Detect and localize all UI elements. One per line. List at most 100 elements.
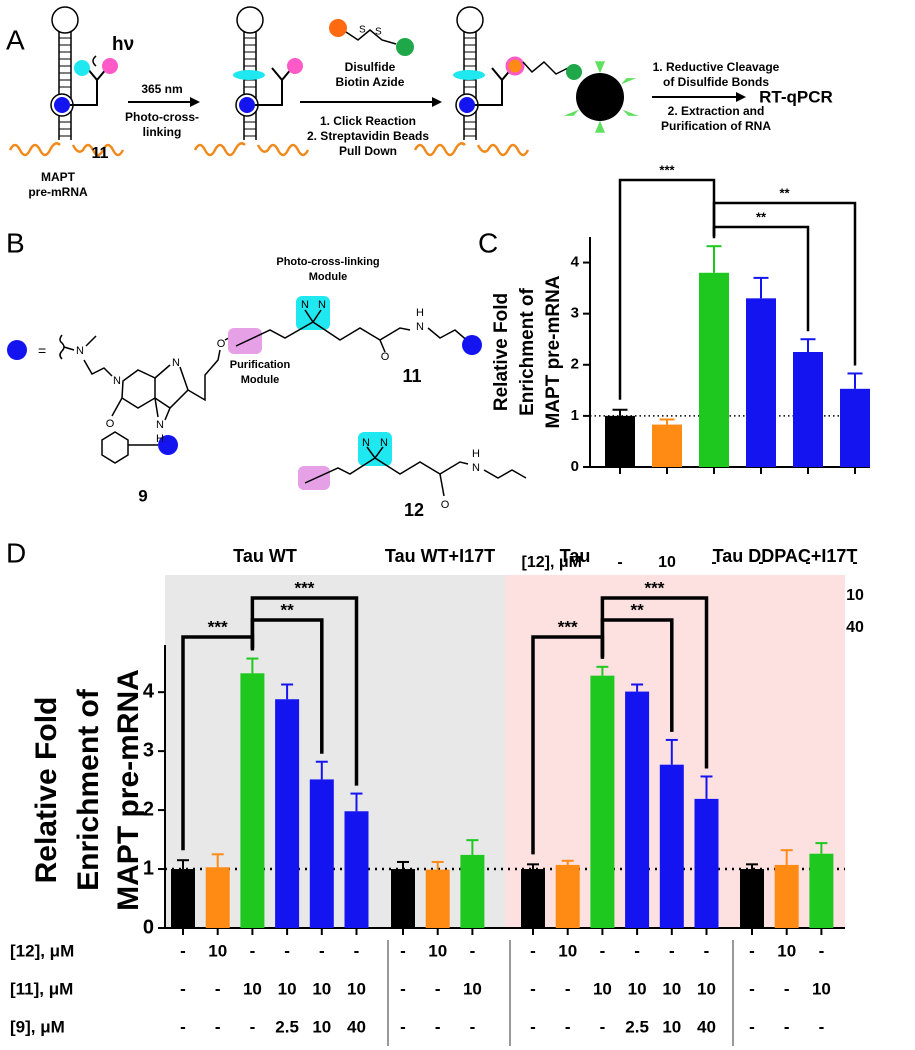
y-tick-label: 0 [571, 458, 579, 475]
atom-label: N [301, 299, 309, 311]
condition-value: 10 [558, 941, 577, 960]
bar [840, 388, 870, 467]
bar [555, 864, 580, 928]
condition-value: - [565, 979, 571, 998]
significance-label: ** [630, 600, 644, 619]
bond [111, 397, 123, 417]
step-label: Photo-cross- [125, 110, 199, 124]
panel-letter: A [6, 24, 25, 55]
y-tick-label: 3 [143, 739, 154, 761]
group-label: Tau [560, 546, 591, 566]
bar [740, 869, 764, 928]
photo-box [296, 296, 330, 330]
step-label: 365 nm [141, 82, 182, 96]
significance-bracket [712, 201, 857, 366]
condition-value: 10 [777, 941, 796, 960]
panel-letter: B [6, 227, 25, 258]
condition-value: - [704, 941, 710, 960]
step-label: Pull Down [339, 144, 397, 158]
condition-value: - [634, 941, 640, 960]
ligand-dot [462, 335, 482, 355]
atom-label: H [416, 307, 424, 319]
condition-value: 10 [846, 587, 864, 604]
condition-value: 10 [278, 979, 297, 998]
atom-label: N [416, 321, 424, 333]
y-tick-label: 0 [143, 916, 154, 938]
significance-label: *** [295, 578, 315, 597]
significance-label: ** [280, 600, 294, 619]
step-label: linking [143, 125, 182, 139]
equals: = [38, 343, 46, 359]
significance-label: *** [558, 617, 578, 636]
rna-tail [413, 142, 466, 157]
condition-value: - [435, 1017, 441, 1036]
condition-value: - [530, 1017, 536, 1036]
reagent-icon [329, 19, 347, 37]
rna-tail [256, 143, 310, 157]
y-axis-title: MAPT pre-mRNA [112, 669, 145, 911]
bond [304, 457, 469, 484]
condition-value: - [180, 1017, 186, 1036]
condition-value: 10 [463, 979, 482, 998]
condition-value: 10 [662, 979, 681, 998]
alkyne [505, 56, 525, 76]
bond [235, 321, 411, 347]
bond [439, 473, 445, 497]
streptavidin [595, 61, 605, 74]
condition-value: 10 [208, 941, 227, 960]
significance-bracket [250, 596, 359, 786]
compound-label: 11 [402, 366, 421, 386]
ligand-dot [54, 97, 70, 113]
condition-value: - [600, 1017, 606, 1036]
linker [70, 67, 98, 106]
condition-value: - [400, 979, 406, 998]
y-axis-title: Relative Fold [30, 697, 63, 884]
y-tick-label: 4 [143, 680, 155, 702]
ring [101, 431, 129, 464]
significance-bracket [712, 225, 810, 332]
bar [625, 691, 650, 928]
condition-value: 40 [846, 619, 864, 636]
condition-value: - [819, 1017, 825, 1036]
condition-value: - [669, 941, 675, 960]
condition-value: - [749, 1017, 755, 1036]
bar [774, 864, 799, 928]
condition-value: 10 [312, 1017, 331, 1036]
condition-value: - [215, 979, 221, 998]
atom-label: N [380, 437, 388, 449]
significance-label: ** [779, 185, 790, 200]
condition-value: - [852, 554, 857, 571]
loop [236, 6, 264, 34]
crosslink [233, 70, 265, 80]
condition-value: - [600, 941, 606, 960]
bond [427, 327, 471, 344]
condition-value: - [758, 554, 763, 571]
bar [344, 811, 369, 928]
condition-label: [12], μM [10, 941, 74, 960]
streptavidin [595, 120, 605, 133]
atom-label: N [472, 462, 480, 474]
purification-box [298, 466, 330, 490]
condition-value: - [215, 1017, 221, 1036]
condition-value: - [530, 979, 536, 998]
y-axis-title: Relative Fold [491, 293, 512, 411]
compound-label: 12 [404, 500, 424, 520]
y-tick-label: 1 [143, 857, 154, 879]
reagent-icon [396, 38, 414, 56]
condition-value: 2.5 [625, 1017, 649, 1036]
bond [85, 335, 97, 347]
rna-tail [8, 142, 61, 157]
condition-value: - [400, 1017, 406, 1036]
condition-value: - [749, 979, 755, 998]
atom-label: H [472, 448, 480, 460]
photo-box [358, 432, 392, 466]
condition-label: [12], μM [522, 554, 582, 571]
light-label: hν [112, 34, 134, 55]
rna-label: pre-mRNA [28, 185, 88, 199]
bond [164, 407, 171, 421]
bond [83, 359, 113, 377]
biotin [566, 64, 582, 80]
bar [391, 869, 415, 928]
condition-label: [11], μM [10, 979, 73, 998]
